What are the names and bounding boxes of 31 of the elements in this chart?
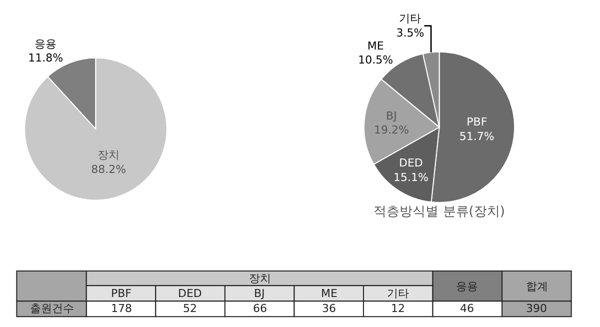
data-label: 178 bbox=[111, 302, 132, 315]
text: 장치 bbox=[249, 272, 271, 285]
data-label: 10.5% bbox=[358, 54, 394, 67]
data-label: 390 bbox=[526, 302, 547, 315]
category-label: ME bbox=[321, 287, 338, 300]
slice-label: ME bbox=[367, 39, 384, 52]
category-label: PBF bbox=[111, 287, 132, 300]
slice-label: PBF bbox=[466, 116, 488, 129]
category-label: DED bbox=[178, 287, 202, 300]
data-label: 46 bbox=[460, 302, 474, 315]
data-label: 51.7% bbox=[459, 130, 494, 143]
data-label: 12 bbox=[391, 302, 405, 315]
data-label: 66 bbox=[253, 302, 267, 315]
category-label: BJ bbox=[254, 287, 265, 300]
data-label: 11.8% bbox=[28, 52, 64, 65]
category-label: 기타 bbox=[387, 287, 409, 300]
category-label: 합계 bbox=[526, 280, 548, 293]
data-label: 52 bbox=[183, 302, 197, 315]
data-label: 19.2% bbox=[374, 124, 409, 137]
slice-label: 응용 bbox=[34, 37, 57, 50]
data-label: 88.2% bbox=[91, 162, 126, 176]
data-label: 36 bbox=[322, 302, 336, 315]
slice-label: BJ bbox=[386, 109, 397, 122]
data-label: 3.5% bbox=[396, 26, 424, 40]
text: 적층방식별 분류(장치) bbox=[374, 204, 505, 220]
slice-label: 기타 bbox=[399, 12, 422, 26]
slice-label: 장치 bbox=[98, 148, 120, 162]
text: 출원건수 bbox=[30, 302, 74, 315]
data-label: 15.1% bbox=[393, 171, 428, 184]
category-label: 응용 bbox=[456, 280, 478, 293]
slice-label: DED bbox=[398, 156, 423, 170]
